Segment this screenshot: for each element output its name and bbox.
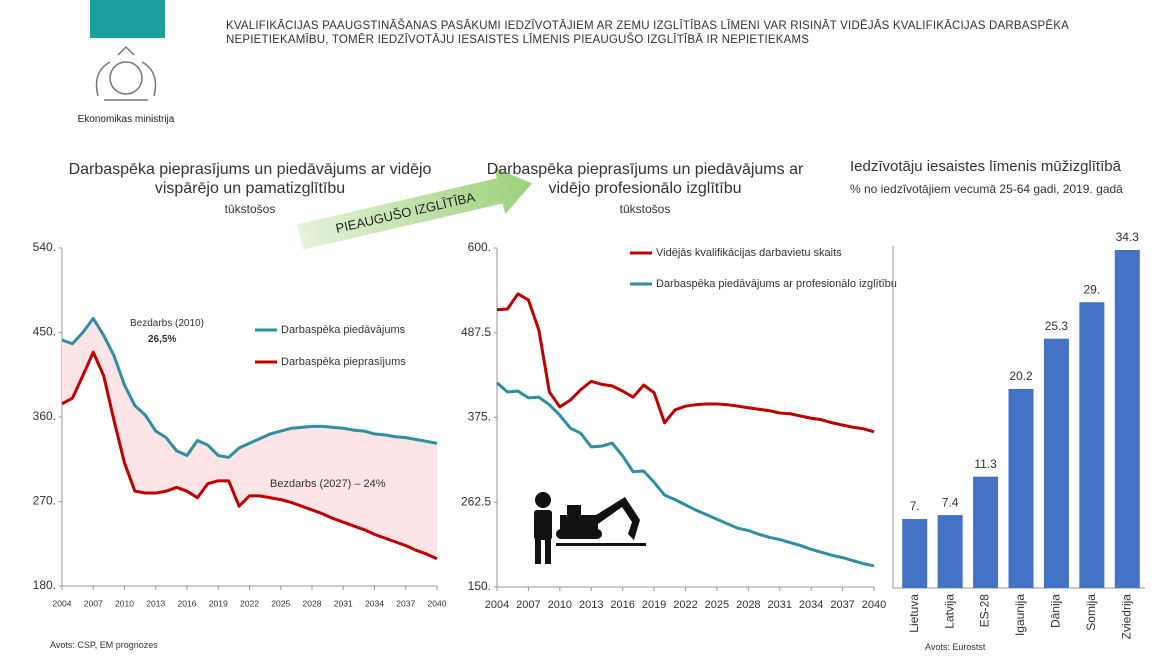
x-tick-label: 2013 <box>579 599 603 611</box>
x-tick-label: Somija <box>1084 594 1098 631</box>
x-tick-label: 2022 <box>673 599 697 611</box>
gap-shading <box>62 318 437 559</box>
chart-title: Iedzīvotāju iesaistes līmenis mūžizglītī… <box>850 158 1121 175</box>
value-label: 29. <box>1084 282 1101 296</box>
y-tick-label: 270. <box>33 494 56 508</box>
x-tick-label: 2004 <box>53 598 72 608</box>
x-tick-label: 2010 <box>548 599 572 611</box>
x-tick-label: 2037 <box>396 598 415 608</box>
annotation: Bezdarbs (2010) <box>130 318 204 329</box>
chart-title: Darbaspēka pieprasījums un piedāvājums a… <box>486 161 804 198</box>
x-tick-label: 2004 <box>485 599 509 611</box>
legend-label: Vidējās kvalifikācijas darbavietu skaits <box>656 247 842 259</box>
y-tick-label: 262.5 <box>461 494 491 508</box>
source: Avots: Eurostst <box>925 642 986 652</box>
y-tick-label: 180. <box>33 578 56 592</box>
brand-bar <box>90 0 165 38</box>
bar <box>902 519 928 588</box>
value-label: 25.3 <box>1045 319 1069 333</box>
bar <box>1043 338 1069 588</box>
value-label: 7.4 <box>942 495 959 509</box>
x-tick-label: Igaunija <box>1013 594 1027 636</box>
chart-title: Darbaspēka pieprasījums un piedāvājums a… <box>68 161 432 198</box>
legend-label: Darbaspēka piedāvājums ar profesionālo i… <box>656 278 897 290</box>
value-label: 7. <box>910 499 920 513</box>
logo-caption: Ekonomikas ministrija <box>77 114 175 125</box>
value-label: 20.2 <box>1009 369 1033 383</box>
x-tick-label: 2025 <box>271 598 290 608</box>
value-label: 34.3 <box>1116 230 1140 244</box>
y-tick-label: 600. <box>468 240 491 254</box>
legend-label: Darbaspēka pieprasījums <box>281 356 406 368</box>
x-tick-label: 2007 <box>84 598 103 608</box>
coat-of-arms <box>95 45 157 101</box>
annotation: 26,5% <box>148 334 177 345</box>
chart-subtitle: tūkstošos <box>619 202 671 216</box>
x-tick-label: 2016 <box>610 599 634 611</box>
chart-subtitle: % no iedzīvotājiem vecumā 25-64 gadi, 20… <box>850 182 1123 196</box>
x-tick-label: 2037 <box>830 599 854 611</box>
bar <box>973 476 999 588</box>
series-line <box>496 381 875 568</box>
source: Avots: CSP, EM prognozes <box>50 640 158 650</box>
y-tick-label: 375. <box>468 410 491 424</box>
y-tick-label: 450. <box>33 325 56 339</box>
x-tick-label: 2031 <box>334 598 353 608</box>
slide-title: KVALIFIKĀCIJAS PAAUGSTINĀŠANAS PASĀKUMI … <box>226 20 1069 46</box>
x-tick-label: 2022 <box>240 598 259 608</box>
series-line <box>61 350 438 561</box>
x-tick-label: 2019 <box>209 598 228 608</box>
x-tick-label: 2040 <box>428 598 447 608</box>
y-tick-label: 540. <box>33 240 56 254</box>
x-tick-label: 2034 <box>799 599 823 611</box>
x-tick-label: 2034 <box>365 598 384 608</box>
series-line <box>496 292 875 434</box>
legend-label: Darbaspēka piedāvājums <box>281 324 406 336</box>
chart-subtitle: tūkstošos <box>224 202 276 216</box>
bar <box>1079 302 1105 588</box>
x-tick-label: Latvija <box>942 594 956 629</box>
worker-icon <box>534 492 646 564</box>
y-tick-label: 150. <box>468 579 491 593</box>
value-label: 11.3 <box>974 457 997 471</box>
y-tick-label: 487.5 <box>461 325 491 339</box>
x-tick-label: 2031 <box>768 599 792 611</box>
x-tick-label: 2019 <box>642 599 666 611</box>
x-tick-label: 2013 <box>146 598 165 608</box>
x-tick-label: 2016 <box>178 598 197 608</box>
y-tick-label: 360. <box>33 409 56 423</box>
x-tick-label: 2028 <box>736 599 760 611</box>
bar <box>937 515 963 588</box>
x-tick-label: Zviedrija <box>1119 594 1133 640</box>
annotation: Bezdarbs (2027) – 24% <box>270 478 386 490</box>
x-tick-label: Dānija <box>1049 594 1063 628</box>
series-line <box>61 316 438 459</box>
x-tick-label: 2040 <box>862 599 886 611</box>
x-tick-label: 2010 <box>115 598 134 608</box>
x-tick-label: 2028 <box>303 598 322 608</box>
x-tick-label: 2007 <box>516 599 540 611</box>
bar <box>1114 250 1140 588</box>
x-tick-label: 2025 <box>705 599 729 611</box>
x-tick-label: Lietuva <box>907 594 921 633</box>
x-tick-label: ES-28 <box>978 594 992 628</box>
bar <box>1008 388 1034 588</box>
